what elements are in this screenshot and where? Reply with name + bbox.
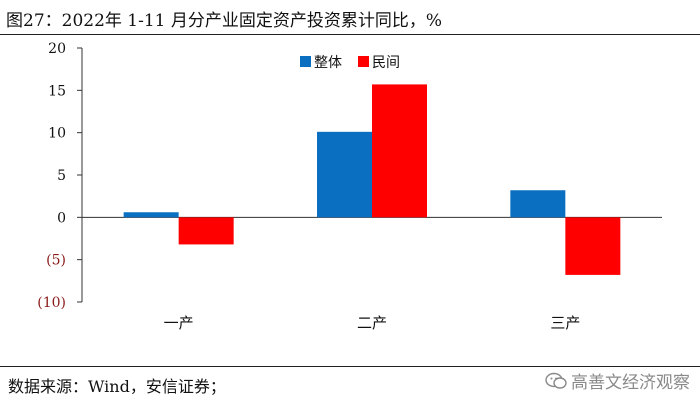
category-labels: 一产 二产 三产 — [164, 314, 581, 332]
legend-label: 整体 — [314, 55, 342, 71]
watermark: 高善文经济观察 — [545, 368, 690, 393]
bar-整体-三产 — [510, 190, 566, 218]
bar-chart: 20 15 10 5 0 (5) (10) 一产 二产 三产 整体 民间 — [37, 41, 662, 332]
bottom-rule — [0, 366, 700, 367]
wechat-icon — [545, 372, 567, 389]
y-tick-label: 15 — [48, 83, 66, 99]
x-category-label: 三产 — [550, 314, 580, 332]
x-category-label: 一产 — [164, 314, 194, 332]
legend-label: 民间 — [372, 55, 400, 71]
legend: 整体 民间 — [300, 55, 400, 71]
x-category-label: 二产 — [357, 314, 387, 332]
top-rule — [0, 34, 700, 35]
bar-民间-一产 — [178, 217, 234, 245]
source-note: 数据来源：Wind，安信证券； — [8, 377, 226, 396]
y-tick-label: 10 — [48, 126, 66, 142]
y-tick-label: (5) — [46, 253, 66, 269]
y-tick-label: (10) — [37, 295, 66, 311]
y-tick-labels: 20 15 10 5 0 (5) (10) — [37, 41, 66, 311]
legend-swatch — [358, 56, 369, 67]
watermark-text: 高善文经济观察 — [571, 373, 690, 393]
y-tick-label: 5 — [57, 168, 66, 184]
y-tick-label: 20 — [48, 41, 66, 57]
bar-民间-三产 — [565, 217, 621, 275]
legend-swatch — [300, 56, 311, 67]
bar-整体-一产 — [123, 212, 179, 218]
bars — [123, 84, 621, 275]
chart-title: 图27：2022年 1-11 月分产业固定资产投资累计同比，% — [6, 11, 443, 31]
bar-整体-二产 — [317, 131, 372, 218]
y-tick-label: 0 — [57, 210, 66, 226]
bar-民间-二产 — [372, 84, 427, 218]
